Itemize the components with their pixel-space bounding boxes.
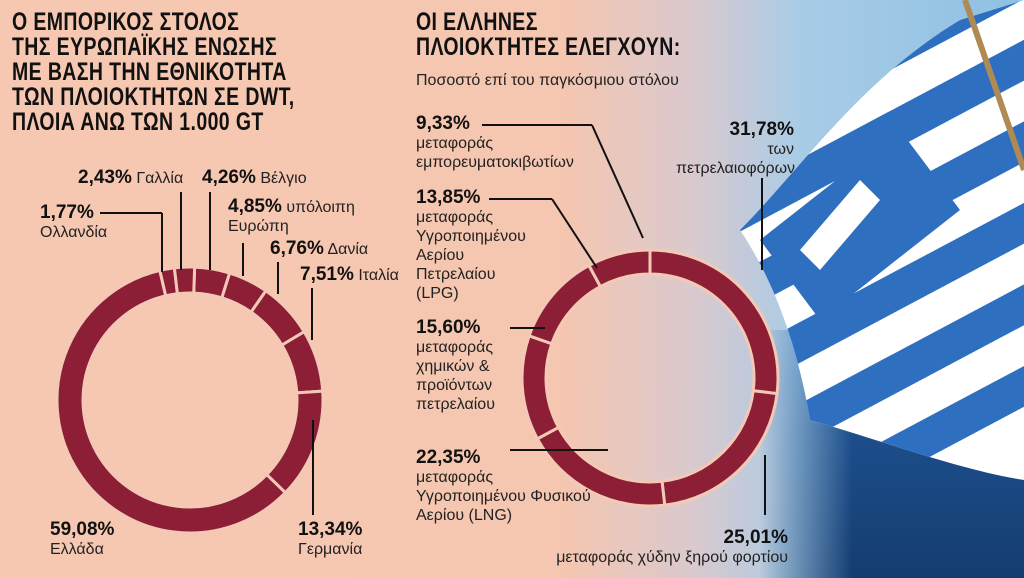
leader-lines xyxy=(100,124,766,515)
donut-slice xyxy=(55,268,288,535)
right-chart-title: ΟΙ ΕΛΛΗΝΕΣ ΠΛΟΙΟΚΤΗΤΕΣ ΕΛΕΓΧΟΥΝ: xyxy=(416,8,681,61)
donut-slice xyxy=(279,329,325,395)
slice-label-belgium: 4,26% Βέλγιο xyxy=(202,167,307,188)
slice-label-dry-bulk: 25,01% μεταφοράς χύδην ξηρού φορτίου xyxy=(556,527,788,566)
donut-slice xyxy=(586,248,652,289)
slice-label-containers: 9,33% μεταφοράς εμπορευματοκιβωτίων xyxy=(416,113,574,171)
slice-label-rest-europe: 4,85% υπόλοιπη Ευρώπη xyxy=(228,196,355,235)
slice-label-lpg: 13,85% μεταφοράς Υγροποιημένου Αερίου Πετ… xyxy=(416,187,526,302)
donut-slice xyxy=(660,389,779,507)
donut-slice xyxy=(527,263,603,346)
left-chart-title: Ο ΕΜΠΟΡΙΚΟΣ ΣΤΟΛΟΣ ΤΗΣ ΕΥΡΩΠΑΪΚΗΣ ΕΝΩΣΗΣ… xyxy=(12,8,295,136)
slice-label-greece: 59,08% Ελλάδα xyxy=(50,519,115,558)
donut-slice xyxy=(520,333,561,441)
donut-slice xyxy=(648,248,780,396)
slice-label-france: 2,43% Γαλλία xyxy=(78,167,184,188)
slice-label-denmark: 6,76% Δανία xyxy=(270,238,369,259)
slice-label-tankers: 31,78% των πετρελαιοφόρων xyxy=(676,119,796,177)
slice-label-italy: 7,51% Ιταλία xyxy=(300,264,399,285)
donut-slice xyxy=(172,265,197,296)
donut-slice xyxy=(264,389,325,495)
slice-label-netherlands: 1,77% Ολλανδία xyxy=(40,202,108,241)
right-chart-subtitle: Ποσοστό επί του παγκόσμιου στόλου xyxy=(416,72,679,89)
slice-label-lng: 22,35% μεταφοράς Υγροποιημένου Φυσικού Αε… xyxy=(416,447,591,524)
slice-label-germany: 13,34% Γερμανία xyxy=(298,519,363,558)
slice-label-chemicals: 15,60% μεταφοράς χημικών & προϊόντων πετρ… xyxy=(416,317,495,413)
